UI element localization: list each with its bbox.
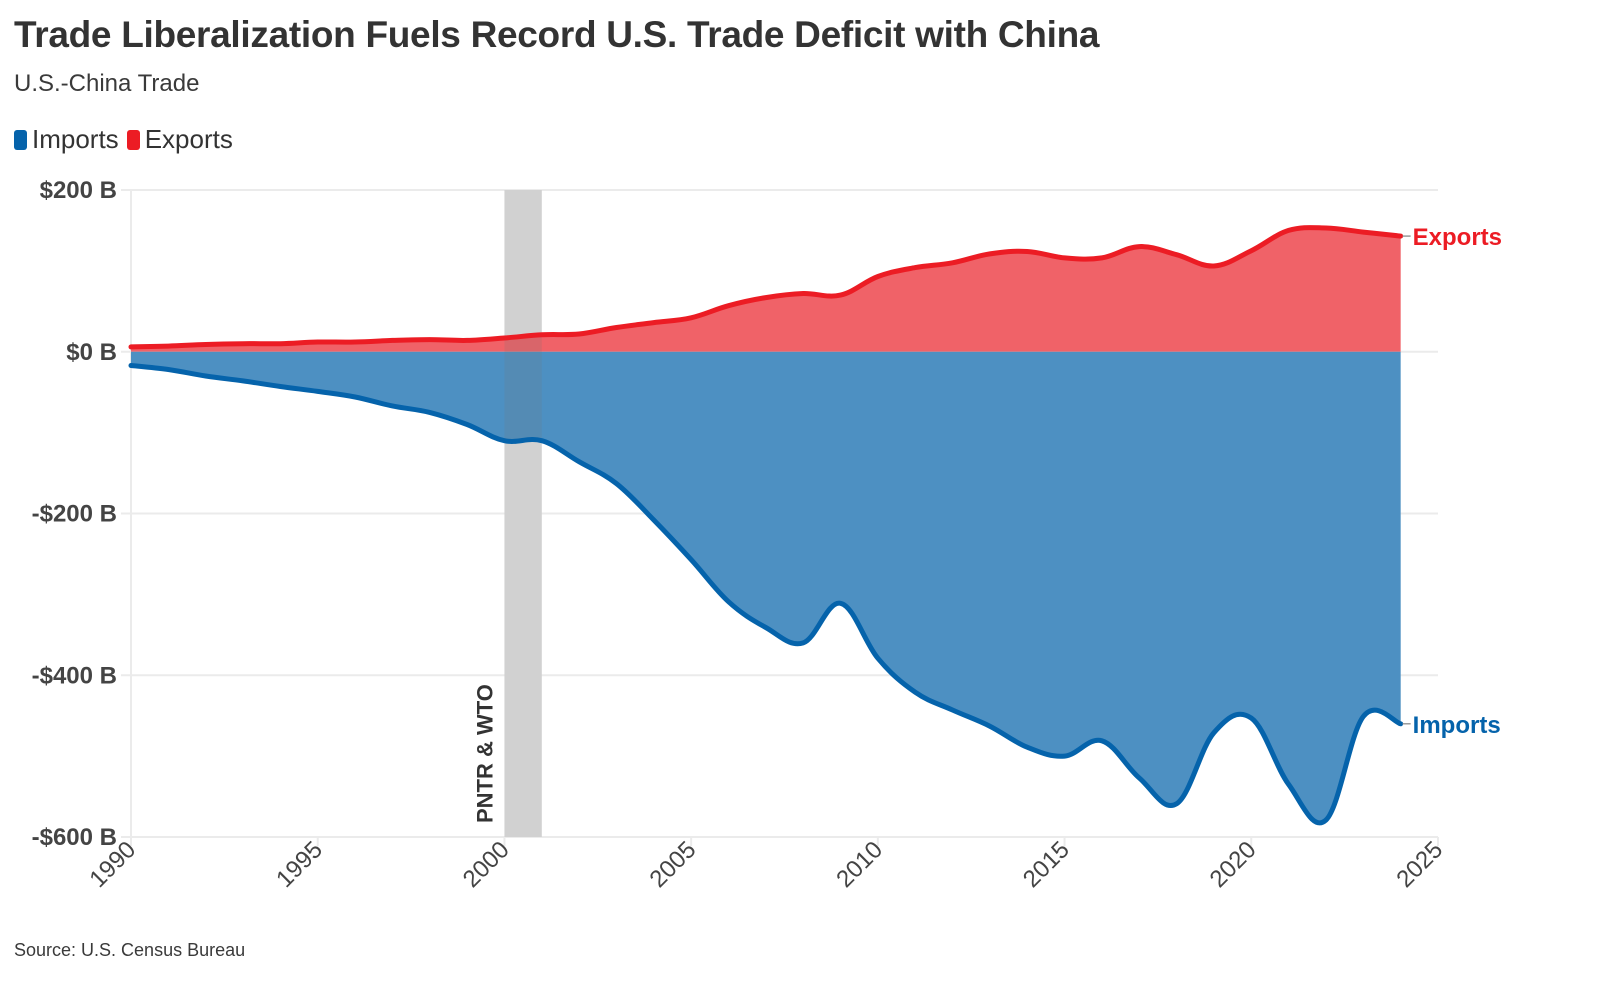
chart-title: Trade Liberalization Fuels Record U.S. T… [14,14,1100,55]
series-lines [128,225,1404,826]
legend: Imports Exports [14,124,241,155]
imports-area [131,351,1401,823]
chart-subtitle: U.S.-China Trade [14,70,200,97]
annotation-band-shade [504,190,542,837]
exports-area [131,227,1401,352]
y-tick-label: -$200 B [32,501,117,528]
annotation-band-overlay [504,190,542,837]
x-tick-label: 2005 [645,836,702,893]
x-tick-label: 2010 [831,836,888,893]
legend-label-exports: Exports [144,124,233,154]
annotation-band-layer [504,190,542,837]
x-tick-label: 1995 [271,836,328,893]
exports-end-label: Exports [1413,224,1502,251]
x-tick-label: 2025 [1391,836,1448,893]
source-note: Source: U.S. Census Bureau [14,940,246,960]
legend-item-imports[interactable]: Imports [14,124,119,155]
exports-line [128,225,1404,350]
legend-swatch-exports [126,129,140,150]
x-tick-label: 2000 [458,836,515,893]
annotation-label: PNTR & WTO [472,684,497,823]
y-tick-label: $0 B [66,339,117,366]
x-tick-label: 2020 [1205,836,1262,893]
y-tick-label: -$600 B [32,824,117,851]
legend-swatch-imports [14,129,27,150]
y-tick-label: $200 B [40,177,117,204]
legend-item-exports[interactable]: Exports [126,124,233,155]
imports-end-label: Imports [1413,712,1501,739]
imports-line [128,362,1404,826]
series-areas [131,227,1401,823]
y-tick-label: -$400 B [32,662,117,689]
x-tick-label: 2015 [1018,836,1075,893]
annotation-band [504,190,542,837]
legend-label-imports: Imports [32,124,119,154]
labels: Exports Imports PNTR & WTO [472,224,1502,823]
